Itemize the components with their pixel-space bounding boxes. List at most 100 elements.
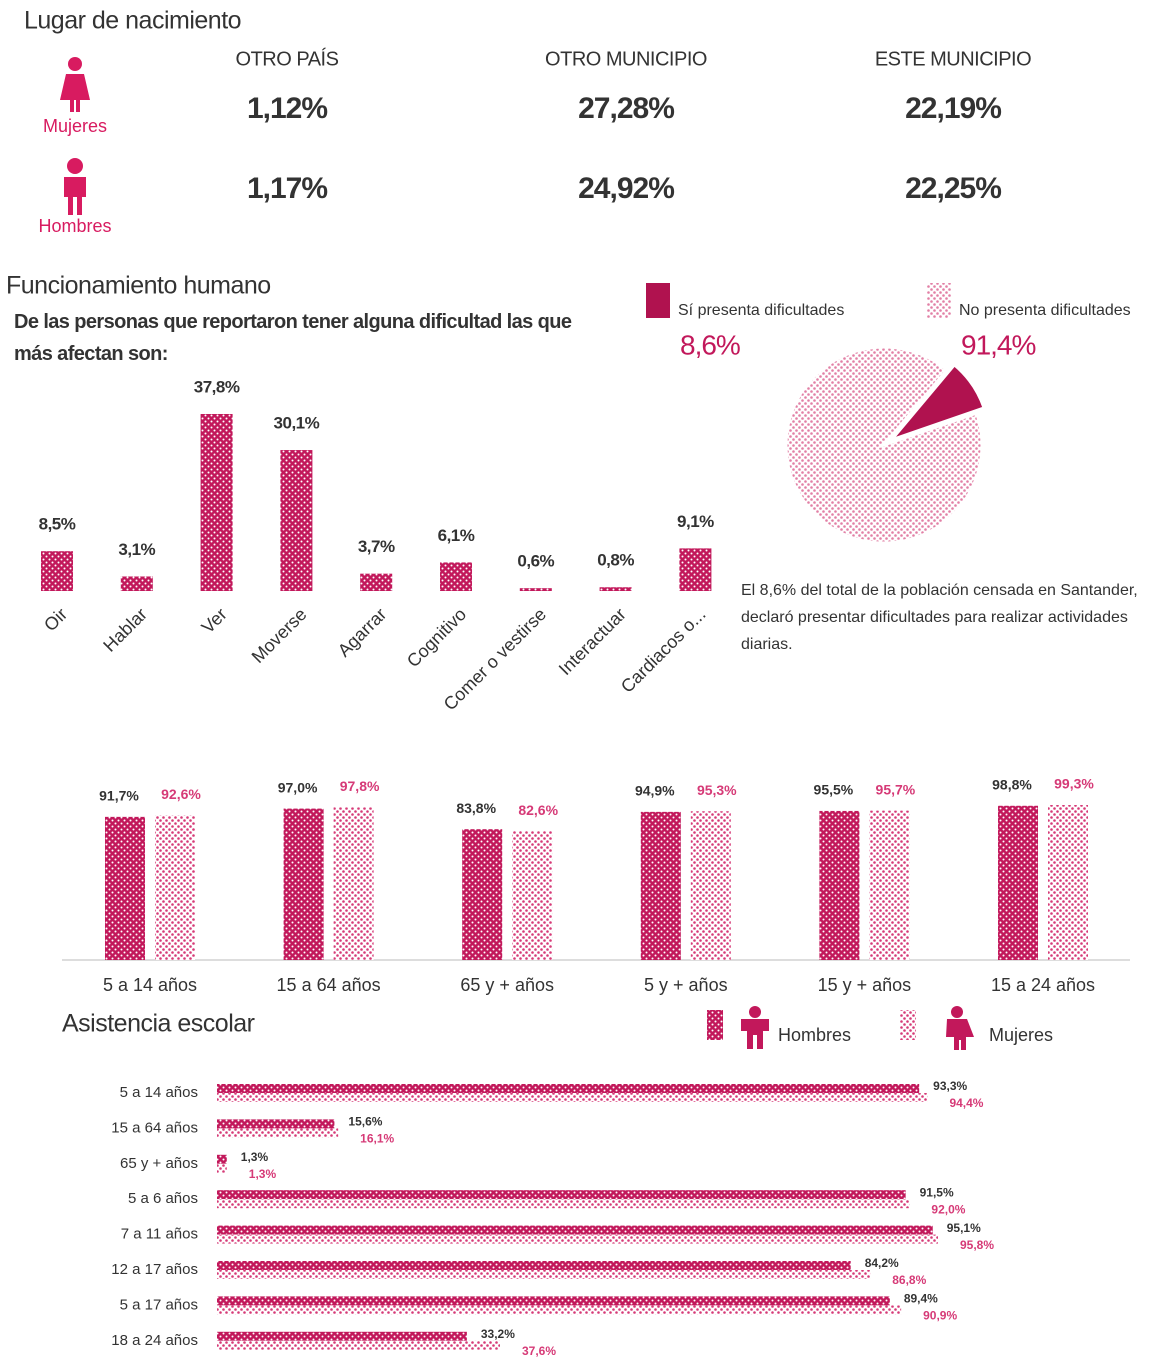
bar bbox=[217, 1270, 871, 1279]
data-label: 86,8% bbox=[892, 1273, 926, 1287]
legend-label: Hombres bbox=[778, 1025, 851, 1045]
x-tick-label: Hablar bbox=[99, 604, 151, 656]
bar bbox=[217, 1340, 500, 1350]
data-label: 8,5% bbox=[39, 515, 76, 534]
bar bbox=[217, 1296, 890, 1306]
x-tick-label: 65 y + años bbox=[460, 975, 554, 995]
bar bbox=[640, 811, 681, 960]
y-tick-label: 5 a 14 años bbox=[120, 1084, 198, 1101]
data-label: 91,5% bbox=[920, 1185, 954, 1199]
bar bbox=[217, 1119, 335, 1129]
pie-slice bbox=[886, 362, 986, 444]
data-label: 33,2% bbox=[481, 1327, 515, 1341]
legend-value: 8,6% bbox=[680, 329, 740, 360]
bar bbox=[217, 1261, 851, 1270]
cell-value: 27,28% bbox=[578, 92, 674, 125]
x-tick-label: Cardiacos o... bbox=[617, 604, 710, 697]
data-label: 99,3% bbox=[1054, 776, 1094, 792]
data-label: 15,6% bbox=[348, 1115, 382, 1129]
bar bbox=[819, 810, 860, 960]
y-tick-label: 15 a 64 años bbox=[111, 1119, 198, 1136]
x-tick-label: Agarrar bbox=[334, 604, 391, 661]
x-tick-label: 15 a 64 años bbox=[277, 975, 381, 995]
bar bbox=[690, 811, 731, 960]
bar bbox=[217, 1190, 906, 1200]
data-label: 9,1% bbox=[677, 512, 714, 531]
bar bbox=[200, 414, 233, 591]
bar bbox=[105, 816, 145, 960]
legend-label: No presenta dificultades bbox=[959, 302, 1131, 319]
x-tick-label: 5 y + años bbox=[644, 975, 728, 995]
cell-value: 1,17% bbox=[247, 172, 327, 205]
bar bbox=[1048, 805, 1088, 960]
data-label: 94,4% bbox=[949, 1096, 983, 1110]
data-label: 95,5% bbox=[814, 782, 854, 798]
data-label: 84,2% bbox=[865, 1256, 899, 1270]
y-tick-label: 65 y + años bbox=[120, 1155, 198, 1172]
cell-value: 1,12% bbox=[247, 92, 327, 125]
bar bbox=[462, 829, 503, 960]
bar bbox=[41, 551, 73, 591]
data-label: 1,3% bbox=[241, 1150, 269, 1164]
chart-subtitle: De las personas que reportaron tener alg… bbox=[14, 311, 572, 365]
bar bbox=[217, 1199, 910, 1209]
data-label: 16,1% bbox=[360, 1132, 394, 1146]
x-tick-label: Interactuar bbox=[555, 604, 630, 679]
bar bbox=[217, 1154, 227, 1164]
bar bbox=[217, 1128, 339, 1138]
legend-swatch bbox=[927, 283, 951, 318]
data-label: 97,0% bbox=[278, 779, 318, 795]
data-label: 95,1% bbox=[947, 1221, 981, 1235]
bar bbox=[360, 573, 393, 591]
data-label: 6,1% bbox=[438, 526, 475, 545]
bar bbox=[280, 450, 313, 591]
y-tick-label: 7 a 11 años bbox=[121, 1226, 198, 1243]
data-label: 37,8% bbox=[194, 377, 240, 396]
x-tick-label: Cognitivo bbox=[403, 604, 470, 671]
x-tick-label: 15 a 24 años bbox=[991, 975, 1095, 995]
bar bbox=[217, 1331, 467, 1341]
bar bbox=[333, 807, 374, 960]
bar bbox=[217, 1305, 902, 1315]
bar bbox=[869, 810, 910, 960]
data-label: 3,7% bbox=[358, 537, 395, 556]
x-tick-label: Moverse bbox=[248, 604, 311, 667]
bar bbox=[120, 576, 153, 591]
bar bbox=[217, 1234, 938, 1244]
section-title: Lugar de nacimiento bbox=[24, 7, 241, 35]
bar bbox=[217, 1225, 933, 1235]
data-label: 0,6% bbox=[517, 552, 554, 571]
woman-icon bbox=[60, 57, 90, 112]
data-label: 37,6% bbox=[522, 1344, 556, 1358]
bar bbox=[217, 1093, 928, 1102]
column-header: ESTE MUNICIPIO bbox=[875, 48, 1031, 70]
data-label: 82,6% bbox=[518, 802, 558, 818]
x-tick-label: Oir bbox=[40, 604, 71, 635]
data-label: 95,8% bbox=[960, 1238, 994, 1252]
woman-legend-icon bbox=[946, 1006, 974, 1050]
data-label: 95,7% bbox=[876, 781, 916, 797]
chart-title: Asistencia escolar bbox=[62, 1010, 255, 1038]
data-label: 1,3% bbox=[249, 1167, 277, 1181]
x-tick-label: 15 y + años bbox=[818, 975, 912, 995]
data-label: 90,9% bbox=[923, 1309, 957, 1323]
x-tick-label: 5 a 14 años bbox=[103, 975, 197, 995]
cell-value: 22,19% bbox=[905, 92, 1001, 125]
man-legend-icon bbox=[741, 1006, 769, 1049]
legend-swatch bbox=[900, 1010, 916, 1040]
legend-swatch bbox=[646, 283, 670, 318]
bar bbox=[998, 805, 1038, 960]
column-header: OTRO PAÍS bbox=[236, 47, 339, 70]
bar bbox=[679, 548, 712, 591]
row-label: Mujeres bbox=[43, 116, 107, 136]
legend-value: 91,4% bbox=[961, 329, 1035, 360]
data-label: 30,1% bbox=[274, 414, 320, 433]
data-label: 92,0% bbox=[931, 1202, 965, 1216]
data-label: 0,8% bbox=[597, 551, 634, 570]
bar bbox=[217, 1084, 920, 1093]
bar bbox=[599, 587, 632, 591]
bar bbox=[512, 831, 553, 960]
data-label: 3,1% bbox=[118, 540, 155, 559]
